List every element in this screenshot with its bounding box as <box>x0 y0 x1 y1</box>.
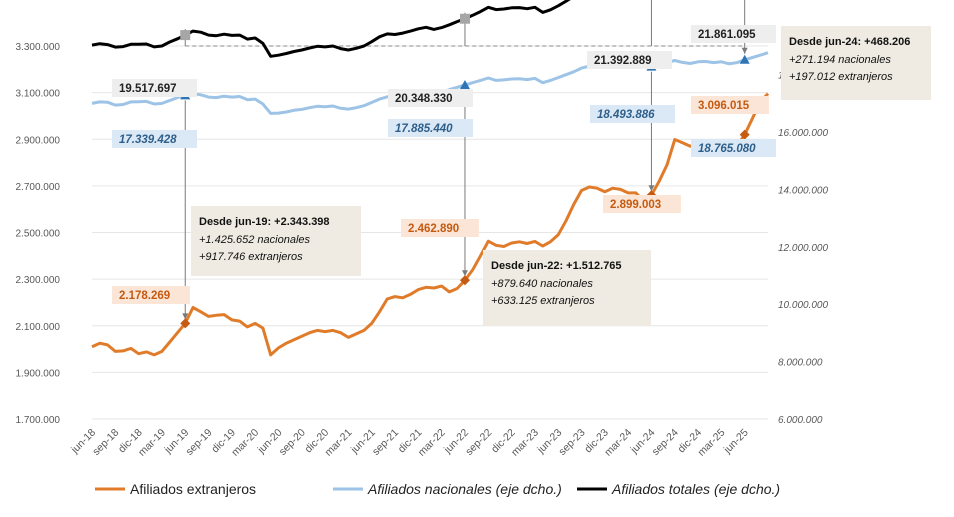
total-marker <box>459 13 470 24</box>
extranjero-value-label-bg <box>401 219 479 237</box>
value-labels: 19.517.697 17.339.428 2.178.269 20.348.330 1… <box>112 25 776 304</box>
left-tick-label: 3.300.000 <box>16 42 61 53</box>
extranjero-value-label-bg <box>112 286 190 304</box>
annotation-box <box>191 206 361 276</box>
total-value-label-bg <box>691 25 776 43</box>
series-line-extranjeros <box>91 92 770 357</box>
annotation-box <box>483 250 651 326</box>
nacional-value-label: 17.885.440 <box>395 123 453 135</box>
extranjero-value-label-bg <box>603 195 681 213</box>
right-axis-ticks: 6.000.000 8.000.000 10.000.000 12.000.000 14… <box>778 71 828 426</box>
annotation-line: +271.194 nacionales <box>789 54 891 66</box>
left-tick-label: 1.900.000 <box>16 368 61 379</box>
right-tick-label: 12.000.000 <box>778 243 828 254</box>
right-tick-label: 14.000.000 <box>778 185 828 196</box>
extranjero-value-label: 2.178.269 <box>119 290 170 302</box>
extranjero-marker <box>459 275 470 286</box>
extranjero-marker <box>739 129 750 140</box>
total-value-label-bg <box>587 51 672 69</box>
total-value-label-bg <box>388 89 473 107</box>
nacional-value-label: 18.493.886 <box>597 109 655 121</box>
x-tick-label: sep-20 <box>277 427 308 458</box>
right-tick-label: 10.000.000 <box>778 300 828 311</box>
annotation-line: +1.425.652 nacionales <box>199 234 311 246</box>
series-line-totales <box>91 0 571 58</box>
legend: Afiliados extranjeros Afiliados nacionale… <box>95 481 780 497</box>
guide-arrow-ext-1-head <box>461 270 468 277</box>
guide-arrow-ext-0-head <box>182 313 189 320</box>
annotation-line: +197.012 extranjeros <box>789 71 893 83</box>
guide-arrow-last-nac-head <box>741 47 748 54</box>
x-tick-label: sep-21 <box>370 427 401 458</box>
total-marker <box>180 30 191 41</box>
total-value-label-bg <box>112 79 197 97</box>
annotation-boxes: Desde jun-19: +2.343.398 +1.425.652 nacio… <box>191 26 931 326</box>
nacional-value-label-bg <box>388 119 473 137</box>
legend-label: Afiliados nacionales (eje dcho.) <box>367 481 562 497</box>
annotation-box <box>781 26 931 100</box>
left-tick-label: 2.500.000 <box>16 229 61 240</box>
nacional-value-label: 18.765.080 <box>698 143 756 155</box>
left-tick-label: 2.900.000 <box>16 135 61 146</box>
annotation-title: Desde jun-22: +1.512.765 <box>491 260 622 272</box>
left-tick-label: 2.100.000 <box>16 322 61 333</box>
extranjero-value-label: 2.899.003 <box>610 199 661 211</box>
x-tick-label: sep-18 <box>90 427 121 458</box>
annotation-line: +879.640 nacionales <box>491 278 593 290</box>
nacional-value-label-bg <box>112 130 197 148</box>
left-tick-label: 1.700.000 <box>16 415 61 426</box>
extranjero-value-label: 2.462.890 <box>408 223 459 235</box>
right-tick-label: 8.000.000 <box>778 358 823 369</box>
x-tick-label: sep-23 <box>556 427 587 458</box>
legend-label: Afiliados extranjeros <box>130 481 256 497</box>
x-tick-label: sep-24 <box>650 427 681 458</box>
right-tick-label: 16.000.000 <box>778 128 828 139</box>
nacional-value-label: 17.339.428 <box>119 134 177 146</box>
x-axis-ticks: jun-18sep-18dic-18mar-19jun-19sep-19dic-… <box>68 427 751 459</box>
nacional-marker <box>739 54 750 64</box>
legend-label: Afiliados totales (eje dcho.) <box>611 481 780 497</box>
left-tick-label: 2.700.000 <box>16 182 61 193</box>
x-tick-label: jun-25 <box>721 427 751 457</box>
x-tick-label: sep-22 <box>463 427 494 458</box>
left-axis-ticks: 1.700.000 1.900.000 2.100.000 2.300.000 2.50… <box>16 42 61 426</box>
extranjero-value-label-bg <box>691 96 769 114</box>
guide-arrow-ext-2-head <box>648 185 655 192</box>
total-value-label: 20.348.330 <box>395 93 453 105</box>
nacional-value-label-bg <box>590 105 675 123</box>
annotation-title: Desde jun-19: +2.343.398 <box>199 216 330 228</box>
annotation-line: +917.746 extranjeros <box>199 251 303 263</box>
x-tick-label: sep-19 <box>183 427 214 458</box>
left-tick-label: 3.100.000 <box>16 89 61 100</box>
extranjero-value-label: 3.096.015 <box>698 100 750 112</box>
total-value-label: 19.517.697 <box>119 83 177 95</box>
total-value-label: 21.861.095 <box>698 29 756 41</box>
right-tick-label: 6.000.000 <box>778 415 823 426</box>
nacional-value-label-bg <box>691 139 776 157</box>
left-tick-label: 2.300.000 <box>16 275 61 286</box>
annotation-line: +633.125 extranjeros <box>491 295 595 307</box>
total-value-label: 21.392.889 <box>594 55 652 67</box>
extranjero-marker <box>180 318 191 329</box>
annotation-title: Desde jun-24: +468.206 <box>789 36 910 48</box>
nacional-marker <box>459 80 470 90</box>
